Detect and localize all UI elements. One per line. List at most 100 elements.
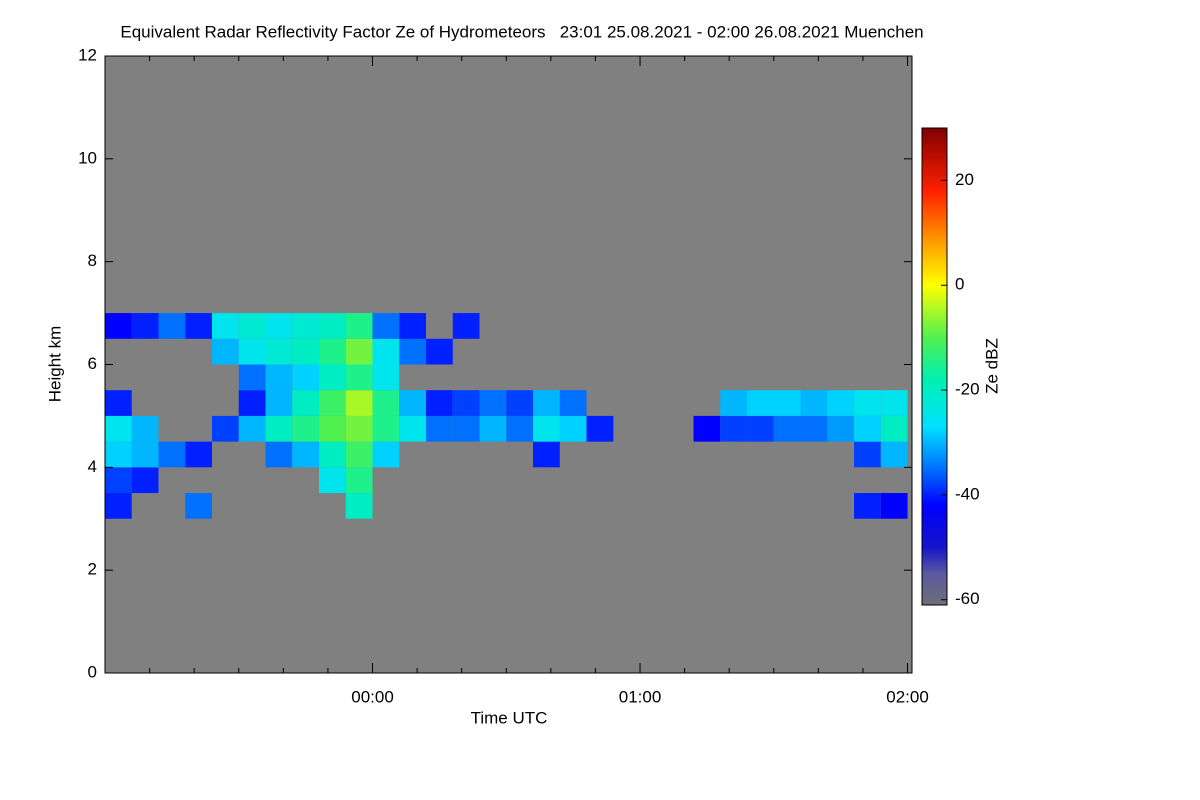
heatmap-cell xyxy=(319,390,346,416)
heatmap-cell xyxy=(212,338,239,365)
heatmap-cell xyxy=(880,390,908,416)
heatmap-cell xyxy=(292,338,320,365)
x-tick-label: 00:00 xyxy=(351,687,394,706)
colorbar-tick-label: 20 xyxy=(955,170,974,189)
y-tick-label: 0 xyxy=(88,662,97,681)
heatmap-cell xyxy=(265,415,293,442)
heatmap-cell xyxy=(345,313,373,339)
heatmap-cell xyxy=(131,313,159,339)
heatmap-cell xyxy=(854,390,881,416)
heatmap-cell xyxy=(426,338,453,365)
colorbar-tick-label: 0 xyxy=(955,275,964,294)
heatmap-cell xyxy=(880,493,908,519)
y-tick-label: 2 xyxy=(88,560,97,579)
heatmap-cell xyxy=(319,313,346,339)
heatmap-cell xyxy=(158,441,186,468)
heatmap-cell xyxy=(345,493,373,519)
heatmap-cell xyxy=(185,441,213,468)
y-tick-label: 6 xyxy=(88,354,97,373)
heatmap-cell xyxy=(372,390,400,416)
heatmap-cell xyxy=(399,338,427,365)
heatmap-cell xyxy=(265,313,293,339)
heatmap-cell xyxy=(292,415,320,442)
heatmap-cell xyxy=(292,441,320,468)
x-tick-label: 02:00 xyxy=(886,687,929,706)
heatmap-cell xyxy=(479,415,507,442)
heatmap-cell xyxy=(586,415,614,442)
colorbar xyxy=(921,127,948,606)
heatmap-cell xyxy=(559,415,587,442)
heatmap-cell xyxy=(265,441,293,468)
heatmap-cell xyxy=(854,493,881,519)
heatmap-cell xyxy=(131,441,159,468)
heatmap-cell xyxy=(854,441,881,468)
heatmap-cell xyxy=(533,415,560,442)
heatmap-cell xyxy=(105,390,132,416)
heatmap-cell xyxy=(693,415,721,442)
heatmap-cell xyxy=(372,415,400,442)
heatmap-cell xyxy=(426,390,453,416)
heatmap-cell xyxy=(105,415,132,442)
x-tick-label: 01:00 xyxy=(619,687,662,706)
heatmap-cell xyxy=(827,390,855,416)
y-tick-label: 8 xyxy=(88,251,97,270)
heatmap-cell xyxy=(720,390,748,416)
heatmap-cell xyxy=(800,390,828,416)
heatmap-cell xyxy=(105,441,132,468)
heatmap-cell xyxy=(345,338,373,365)
heatmap-cell xyxy=(827,415,855,442)
heatmap-cell xyxy=(319,364,346,391)
heatmap-cell xyxy=(345,415,373,442)
y-tick-label: 4 xyxy=(88,457,97,476)
heatmap-cell xyxy=(399,415,427,442)
heatmap-cell xyxy=(426,415,453,442)
heatmap-cell xyxy=(238,313,266,339)
heatmap-cell xyxy=(105,313,132,339)
heatmap-cell xyxy=(880,415,908,442)
colorbar-tick-label: -20 xyxy=(955,380,980,399)
heatmap-cell xyxy=(345,441,373,468)
heatmap-cell xyxy=(265,390,293,416)
heatmap-cell xyxy=(185,313,213,339)
chart-title: Equivalent Radar Reflectivity Factor Ze … xyxy=(120,22,923,41)
heatmap-cell xyxy=(452,390,480,416)
heatmap-cell xyxy=(319,415,346,442)
heatmap-cell xyxy=(265,364,293,391)
heatmap-cell xyxy=(720,415,748,442)
y-axis-label: Height km xyxy=(45,326,64,403)
heatmap-cell xyxy=(773,415,801,442)
heatmap-cell xyxy=(238,338,266,365)
heatmap-cell xyxy=(319,467,346,494)
heatmap-cell xyxy=(238,415,266,442)
colorbar-label: Ze dBZ xyxy=(982,338,1001,394)
heatmap-cell xyxy=(292,364,320,391)
heatmap-cell xyxy=(506,390,534,416)
heatmap-cell xyxy=(265,338,293,365)
heatmap-cell xyxy=(854,415,881,442)
y-tick-label: 10 xyxy=(78,148,97,167)
heatmap-cell xyxy=(372,313,400,339)
heatmap-cell xyxy=(399,390,427,416)
heatmap-cell xyxy=(105,467,132,494)
heatmap-cell xyxy=(319,441,346,468)
heatmap-cell xyxy=(506,415,534,442)
heatmap-cell xyxy=(131,467,159,494)
heatmap-cell xyxy=(185,493,213,519)
heatmap-cell xyxy=(292,390,320,416)
heatmap-cell xyxy=(399,313,427,339)
heatmap-cell xyxy=(105,493,132,519)
heatmap-cell xyxy=(773,390,801,416)
heatmap-cell xyxy=(372,364,400,391)
heatmap-cell xyxy=(533,390,560,416)
y-tick-label: 12 xyxy=(78,45,97,64)
heatmap-cell xyxy=(345,390,373,416)
heatmap-cell xyxy=(292,313,320,339)
heatmap-cell xyxy=(372,441,400,468)
colorbar-tick-label: -40 xyxy=(955,484,980,503)
heatmap-cell xyxy=(747,390,774,416)
heatmap-cell xyxy=(212,415,239,442)
heatmap-cell xyxy=(533,441,560,468)
heatmap-cell xyxy=(131,415,159,442)
heatmap-cell xyxy=(479,390,507,416)
